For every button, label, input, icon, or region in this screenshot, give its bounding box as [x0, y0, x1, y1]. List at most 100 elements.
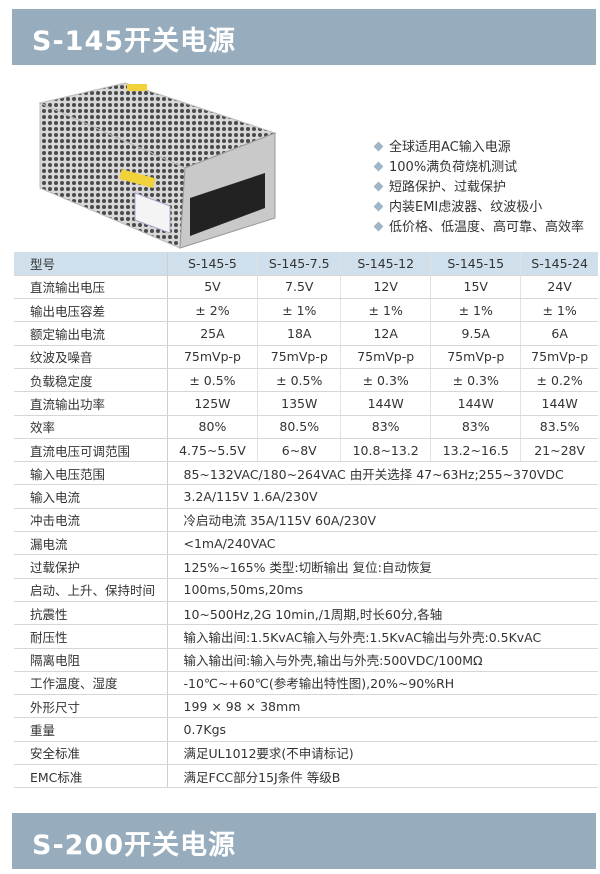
row-value: 85~132VAC/180~264VAC 由开关选择 47~63Hz;255~3…: [167, 461, 598, 486]
row-value: ± 1%: [340, 298, 432, 323]
row-value: 199 × 98 × 38mm: [167, 694, 598, 719]
row-value: 75mVp-p: [167, 345, 259, 369]
row-value: ± 0.3%: [430, 368, 522, 393]
next-section-title-bar: S-200开关电源: [12, 813, 596, 869]
row-value: ± 1%: [430, 298, 522, 323]
table-row: 负载稳定度 ± 0.5% ± 0.5% ± 0.3% ± 0.3% ± 0.2%: [14, 368, 598, 393]
row-label: 过载保护: [14, 554, 168, 579]
table-row: 漏电流 <1mA/240VAC: [14, 531, 598, 556]
spec-table: 型号 S-145-5 S-145-7.5 S-145-12 S-145-15 S-145-…: [14, 252, 598, 789]
table-row: 纹波及噪音 75mVp-p 75mVp-p 75mVp-p 75mVp-p 75mVp-p: [14, 345, 598, 369]
table-row: 耐压性 输入输出间:1.5KvAC输入与外壳:1.5KvAC输出与外壳:0.5Kv…: [14, 624, 598, 649]
feature-item: 内装EMI虑波器、纹波极小: [372, 198, 584, 218]
row-label: 直流电压可调范围: [14, 438, 168, 463]
row-value: 125%~165% 类型:切断输出 复位:自动恢复: [167, 554, 598, 579]
feature-item: 全球适用AC输入电源: [372, 138, 584, 158]
row-label: 启动、上升、保持时间: [14, 578, 168, 602]
feature-text: 短路保护、过载保护: [389, 180, 507, 195]
row-value: 24V: [520, 275, 598, 300]
table-row: 直流输出电压 5V 7.5V 12V 15V 24V: [14, 275, 598, 300]
row-value: ± 0.3%: [340, 368, 432, 393]
table-row: 安全标准 满足UL1012要求(不申请标记): [14, 741, 598, 766]
row-label: 安全标准: [14, 741, 168, 766]
model-header: S-145-12: [340, 252, 432, 276]
diamond-bullet-icon: [373, 161, 384, 172]
table-row: 抗震性 10~500Hz,2G 10min,/1周期,时长60分,各轴: [14, 601, 598, 626]
row-label: 直流输出电压: [14, 275, 168, 300]
table-row: 隔离电阻 输入输出间:输入与外壳,输出与外壳:500VDC/100MΩ: [14, 648, 598, 672]
diamond-bullet-icon: [373, 201, 384, 212]
table-row: 启动、上升、保持时间 100ms,50ms,20ms: [14, 578, 598, 602]
row-value: ± 2%: [167, 298, 259, 323]
row-value: 满足UL1012要求(不申请标记): [167, 741, 598, 766]
diamond-bullet-icon: [373, 221, 384, 232]
row-label: 冲击电流: [14, 508, 168, 533]
feature-text: 低价格、低温度、高可靠、高效率: [389, 220, 585, 235]
row-value: 满足FCC部分15J条件 等级B: [167, 764, 598, 789]
table-row: 重量 0.7Kgs: [14, 717, 598, 742]
row-label: 重量: [14, 717, 168, 742]
row-value: 135W: [257, 391, 342, 416]
table-row: EMC标准 满足FCC部分15J条件 等级B: [14, 764, 598, 789]
table-header-row: 型号 S-145-5 S-145-7.5 S-145-12 S-145-15 S-145-…: [14, 252, 598, 276]
row-value: 输入输出间:1.5KvAC输入与外壳:1.5KvAC输出与外壳:0.5KvAC: [167, 624, 598, 649]
row-value: 144W: [430, 391, 522, 416]
row-value: 83%: [430, 415, 522, 439]
row-value: 10~500Hz,2G 10min,/1周期,时长60分,各轴: [167, 601, 598, 626]
row-value: 25A: [167, 321, 259, 346]
row-value: 83%: [340, 415, 432, 439]
row-value: ± 0.5%: [257, 368, 342, 393]
row-value: 80.5%: [257, 415, 342, 439]
row-label: 额定输出电流: [14, 321, 168, 346]
row-value: 144W: [340, 391, 432, 416]
row-label: 外形尺寸: [14, 694, 168, 719]
row-value: 输入输出间:输入与外壳,输出与外壳:500VDC/100MΩ: [167, 648, 598, 672]
row-label: EMC标准: [14, 764, 168, 789]
row-value: ± 0.2%: [520, 368, 598, 393]
row-label: 漏电流: [14, 531, 168, 556]
page-title: S-145开关电源: [32, 26, 237, 57]
row-value: 0.7Kgs: [167, 717, 598, 742]
feature-text: 全球适用AC输入电源: [389, 140, 511, 155]
row-value: 144W: [520, 391, 598, 416]
diamond-bullet-icon: [373, 181, 384, 192]
row-value: 21~28V: [520, 438, 598, 463]
row-value: <1mA/240VAC: [167, 531, 598, 556]
row-value: ± 1%: [257, 298, 342, 323]
row-value: 80%: [167, 415, 259, 439]
row-value: 冷启动电流 35A/115V 60A/230V: [167, 508, 598, 533]
table-row: 输入电流 3.2A/115V 1.6A/230V: [14, 484, 598, 509]
row-label: 耐压性: [14, 624, 168, 649]
table-row: 过载保护 125%~165% 类型:切断输出 复位:自动恢复: [14, 554, 598, 579]
row-value: 12A: [340, 321, 432, 346]
feature-list: 全球适用AC输入电源 100%满负荷烧机测试 短路保护、过载保护 内装EMI虑波…: [372, 138, 584, 238]
row-label: 效率: [14, 415, 168, 439]
row-label: 输入电压范围: [14, 461, 168, 486]
row-value: 9.5A: [430, 321, 522, 346]
next-section-title: S-200开关电源: [32, 830, 237, 861]
table-row: 直流输出功率 125W 135W 144W 144W 144W: [14, 391, 598, 416]
row-value: 6~8V: [257, 438, 342, 463]
model-header: S-145-5: [167, 252, 259, 276]
row-value: 75mVp-p: [430, 345, 522, 369]
row-value: 7.5V: [257, 275, 342, 300]
model-header: S-145-15: [430, 252, 522, 276]
row-value: 4.75~5.5V: [167, 438, 259, 463]
section-title-bar: S-145开关电源: [12, 9, 596, 65]
feature-item: 低价格、低温度、高可靠、高效率: [372, 218, 584, 238]
row-label: 输出电压容差: [14, 298, 168, 323]
header-label: 型号: [14, 252, 168, 276]
table-row: 冲击电流 冷启动电流 35A/115V 60A/230V: [14, 508, 598, 533]
row-label: 直流输出功率: [14, 391, 168, 416]
row-label: 输入电流: [14, 484, 168, 509]
row-label: 抗震性: [14, 601, 168, 626]
row-value: 100ms,50ms,20ms: [167, 578, 598, 602]
table-row: 直流电压可调范围 4.75~5.5V 6~8V 10.8~13.2 13.2~16.5 2…: [14, 438, 598, 463]
row-value: 75mVp-p: [257, 345, 342, 369]
model-header: S-145-24: [520, 252, 598, 276]
table-row: 工作温度、湿度 -10℃~+60℃(参考输出特性图),20%~90%RH: [14, 671, 598, 696]
power-supply-product-image: [38, 82, 277, 249]
row-value: -10℃~+60℃(参考输出特性图),20%~90%RH: [167, 671, 598, 696]
feature-text: 内装EMI虑波器、纹波极小: [389, 200, 543, 215]
row-value: 12V: [340, 275, 432, 300]
